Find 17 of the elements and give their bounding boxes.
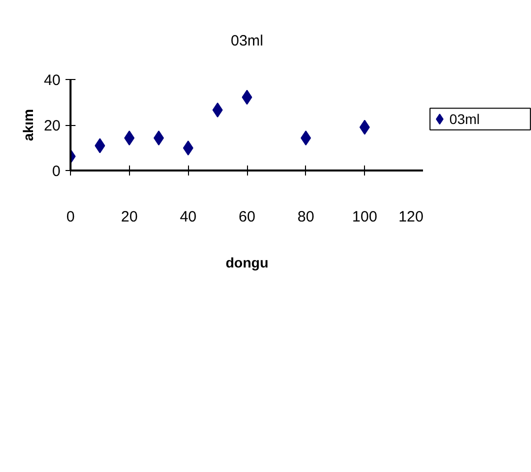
- point: [242, 90, 252, 105]
- y-tick-label: 20: [44, 118, 61, 134]
- point: [94, 138, 106, 154]
- chart-title: 03ml: [230, 32, 264, 50]
- x-tick-label: 60: [238, 208, 256, 226]
- point: [212, 102, 223, 118]
- x-axis-title: dongu: [226, 254, 268, 270]
- x-tick-label: 100: [352, 208, 378, 226]
- x-tick-label: 0: [66, 208, 75, 226]
- x-tick-label: 120: [398, 208, 424, 226]
- x-tick-label: 80: [297, 208, 314, 226]
- x-tick-label: 40: [180, 208, 197, 226]
- y-axis-title: akım: [20, 109, 36, 141]
- legend-label: 03ml: [449, 111, 480, 128]
- x-tick-label: 20: [120, 208, 138, 226]
- y-tick-label: 40: [44, 72, 61, 89]
- y-tick-label: 0: [52, 163, 60, 180]
